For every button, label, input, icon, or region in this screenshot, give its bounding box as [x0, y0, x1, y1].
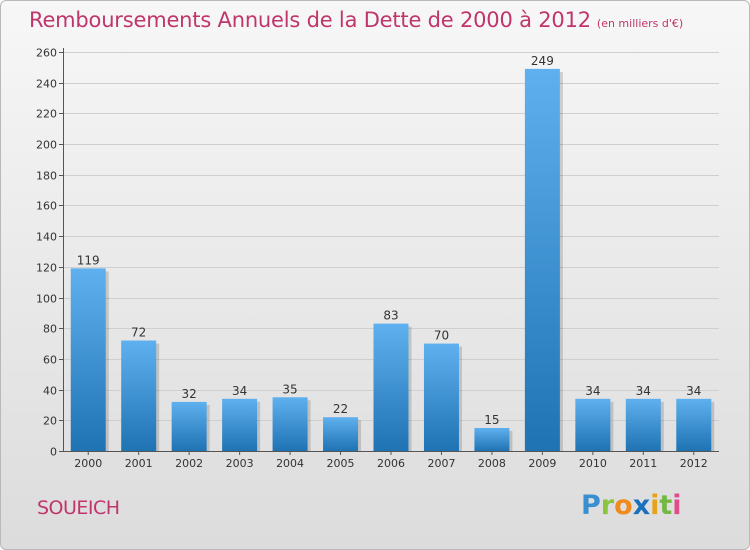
y-tick-label: 200: [36, 139, 57, 152]
value-label: 32: [182, 387, 197, 401]
y-tick-label: 160: [36, 200, 57, 213]
x-tick-label: 2001: [125, 457, 153, 470]
value-label: 249: [531, 54, 554, 68]
proxiti-logo: Proxiti: [581, 490, 682, 521]
y-tick-label: 40: [43, 385, 57, 398]
x-tick-label: 2005: [327, 457, 355, 470]
y-tick-label: 80: [43, 323, 57, 336]
bar: [524, 68, 560, 451]
bar: [575, 398, 611, 451]
x-tick-label: 2008: [478, 457, 506, 470]
bar: [676, 398, 712, 451]
y-tick-label: 140: [36, 231, 57, 244]
logo-letter: x: [632, 490, 651, 521]
value-label: 34: [585, 384, 600, 398]
value-label: 72: [131, 326, 146, 340]
x-tick-label: 2010: [579, 457, 607, 470]
y-tick-label: 260: [36, 47, 57, 60]
value-label: 83: [383, 309, 398, 323]
x-tick-label: 2012: [680, 457, 708, 470]
x-tick-label: 2007: [427, 457, 455, 470]
y-tick-label: 20: [43, 415, 57, 428]
logo-letter: r: [600, 490, 615, 521]
bar: [222, 398, 258, 451]
x-tick-label: 2011: [629, 457, 657, 470]
y-tick-label: 60: [43, 354, 57, 367]
y-tick-label: 0: [50, 446, 57, 459]
chart-title: Remboursements Annuels de la Dette de 20…: [29, 8, 591, 32]
value-label: 119: [77, 253, 100, 267]
y-tick-label: 100: [36, 293, 57, 306]
x-tick-label: 2002: [175, 457, 203, 470]
bar: [625, 398, 661, 451]
bar: [373, 323, 409, 451]
x-tick-label: 2000: [74, 457, 102, 470]
value-label: 15: [484, 413, 499, 427]
commune-name: SOUEICH: [37, 497, 120, 519]
value-label: 22: [333, 402, 348, 416]
y-tick-label: 220: [36, 108, 57, 121]
x-tick-label: 2003: [226, 457, 254, 470]
title-row: Remboursements Annuels de la Dette de 20…: [29, 8, 683, 32]
x-tick-label: 2006: [377, 457, 405, 470]
logo-letter: i: [672, 490, 682, 521]
bar: [423, 343, 459, 451]
value-label: 34: [636, 384, 651, 398]
y-tick-label: 180: [36, 170, 57, 183]
logo-letter: o: [614, 490, 633, 521]
value-label: 70: [434, 329, 449, 343]
bar: [272, 397, 308, 451]
logo-letter: i: [650, 490, 660, 521]
value-label: 34: [686, 384, 701, 398]
bar: [171, 401, 207, 451]
bar: [70, 268, 106, 451]
x-tick-label: 2004: [276, 457, 304, 470]
bars: [70, 68, 715, 451]
value-label: 34: [232, 384, 247, 398]
x-tick-label: 2009: [528, 457, 556, 470]
axes: 0 20 40 60 80 100 120 140 160 180 200 220 240 260 2000…: [36, 47, 719, 470]
y-tick-label: 240: [36, 78, 57, 91]
logo-letter: P: [581, 490, 601, 521]
logo-letter: t: [659, 490, 673, 521]
bar: [323, 417, 359, 451]
data-labels: 119 72 32 34 35 22 83 70 15 249 34 34 34: [77, 54, 702, 427]
value-label: 35: [282, 382, 297, 396]
chart-subtitle: (en milliers d'€): [596, 17, 684, 30]
y-tick-label: 120: [36, 262, 57, 275]
bar: [474, 427, 510, 451]
bar: [121, 340, 157, 451]
